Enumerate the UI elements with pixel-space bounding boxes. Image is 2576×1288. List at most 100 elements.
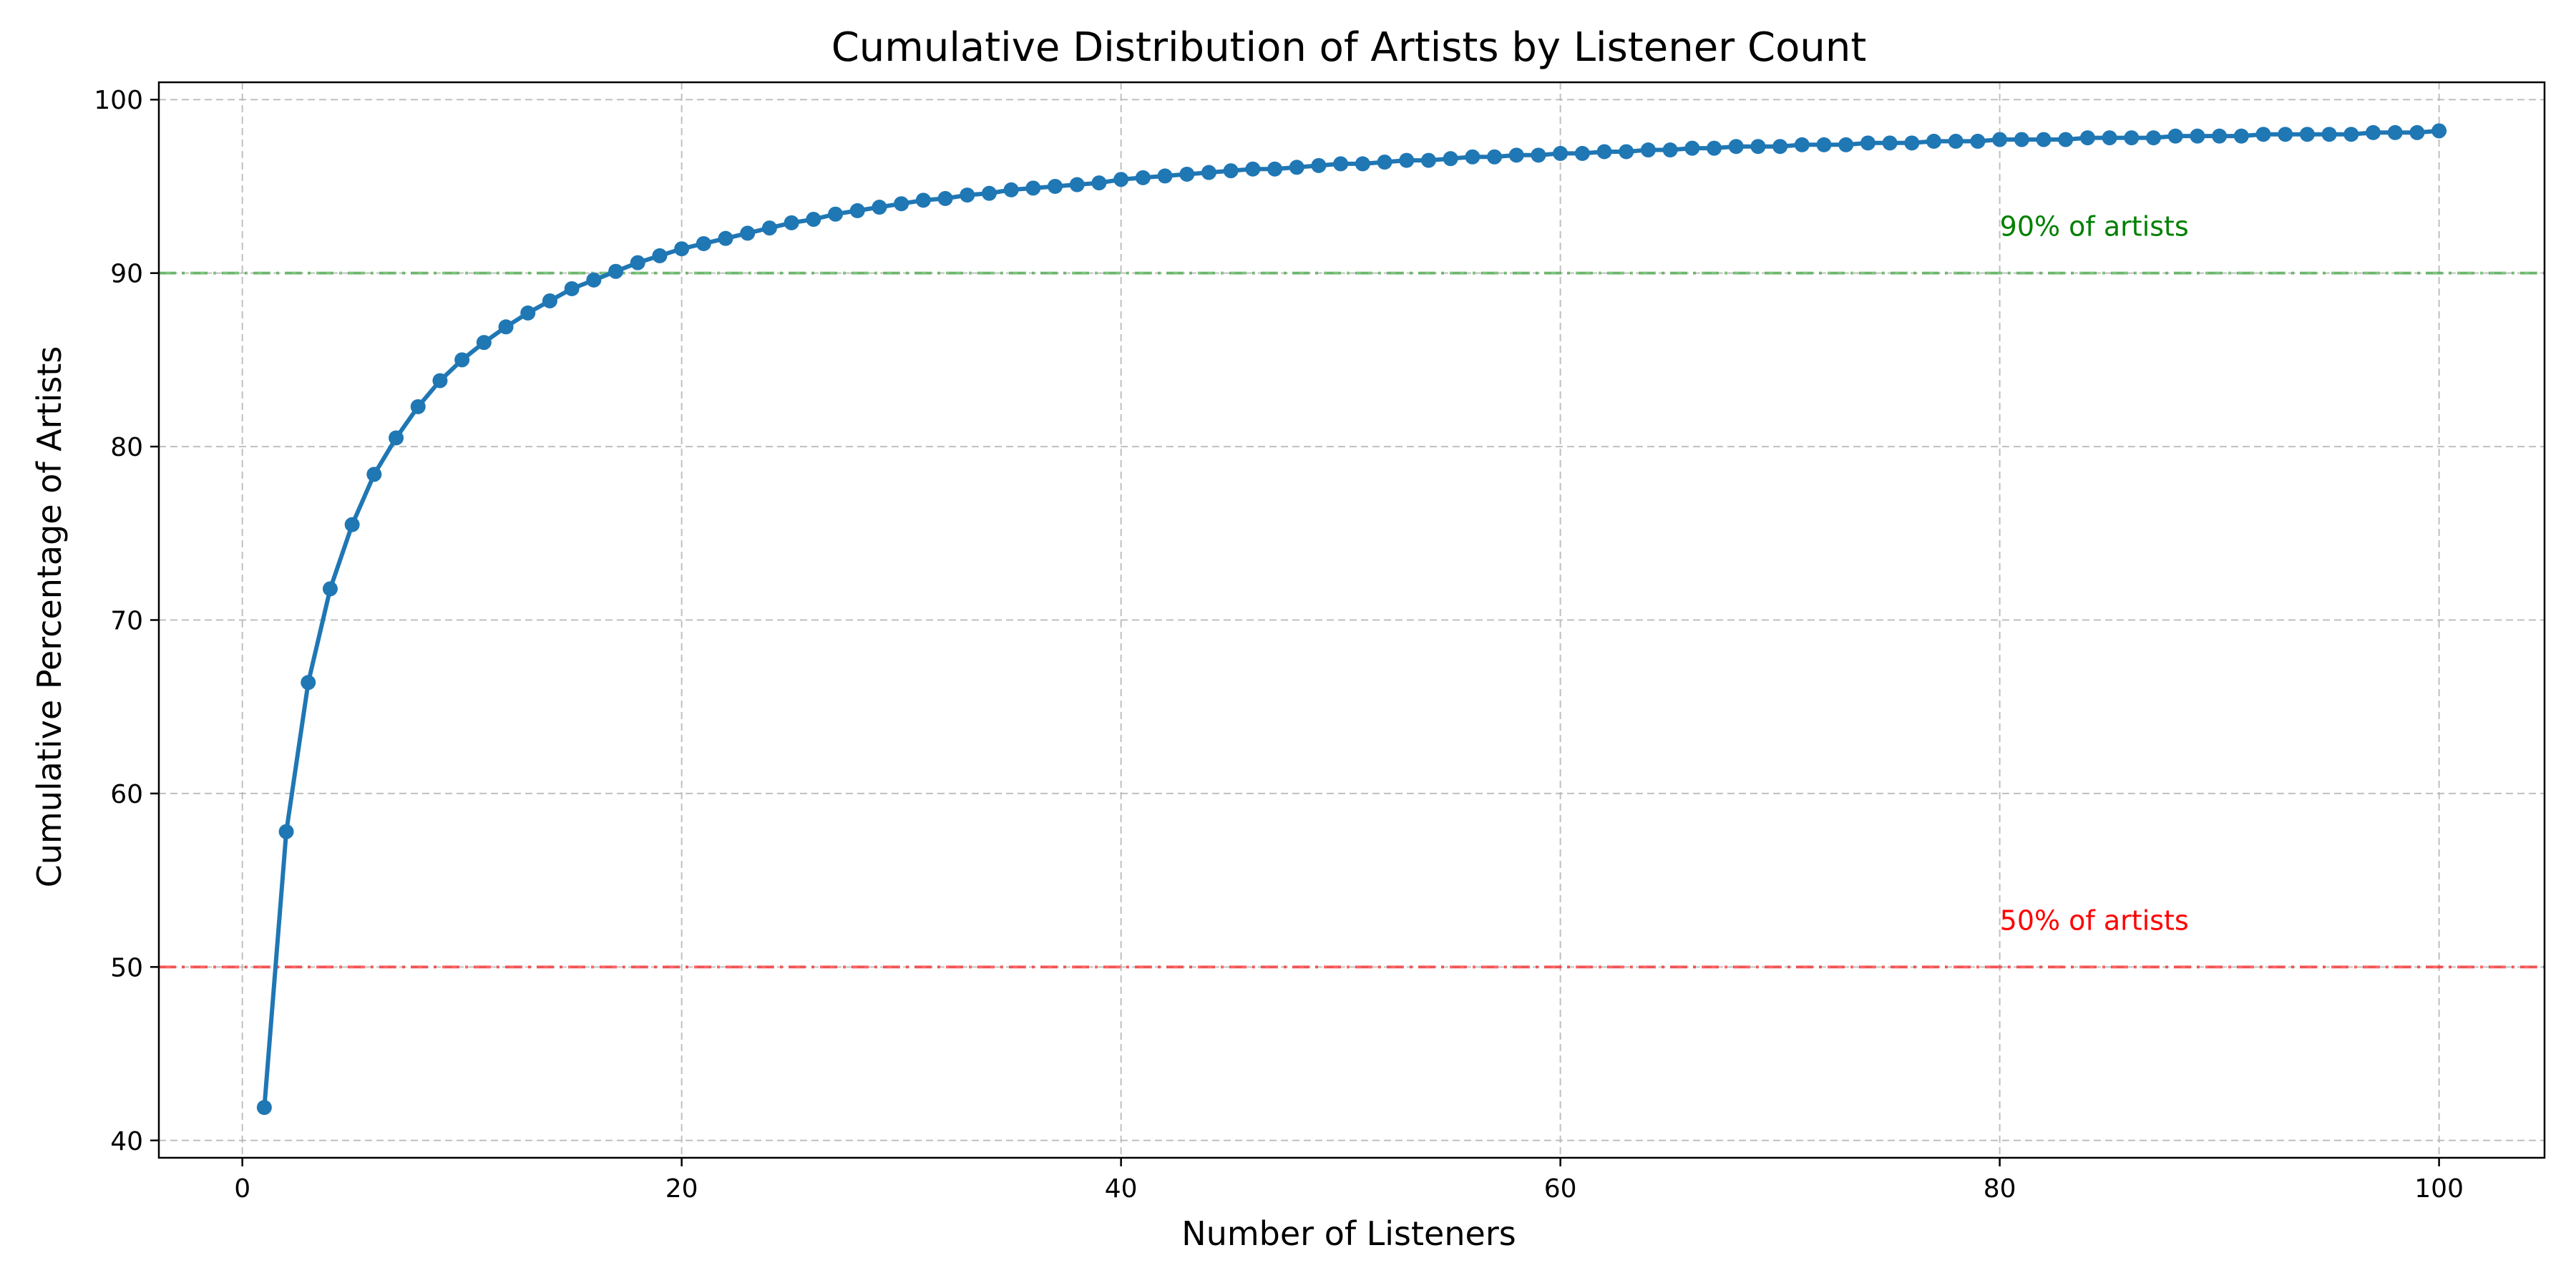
- data-point: [1794, 137, 1810, 152]
- data-point: [1135, 170, 1151, 185]
- data-point: [1069, 177, 1085, 192]
- data-point: [1838, 137, 1854, 152]
- data-point: [740, 225, 756, 241]
- data-point: [1333, 156, 1349, 172]
- y-axis-label: Cumulative Percentage of Artists: [30, 346, 69, 888]
- data-point: [761, 220, 777, 236]
- data-point: [1662, 142, 1678, 158]
- data-point: [410, 399, 426, 414]
- data-point: [1025, 180, 1041, 196]
- data-point: [1948, 133, 1963, 149]
- data-point: [981, 185, 997, 201]
- data-point: [1553, 145, 1568, 161]
- data-point: [2255, 127, 2271, 142]
- data-point: [2036, 132, 2051, 147]
- y-tick-label: 90: [110, 260, 143, 289]
- data-point: [2343, 127, 2359, 142]
- data-point: [696, 235, 711, 251]
- data-point: [2212, 128, 2228, 144]
- data-point: [1245, 161, 1261, 177]
- x-tick-label: 80: [1984, 1174, 2016, 1204]
- data-point: [1311, 157, 1327, 173]
- y-tick-label: 80: [110, 433, 143, 462]
- data-point: [915, 192, 931, 208]
- data-point: [454, 352, 470, 368]
- data-point: [2190, 128, 2205, 144]
- data-point: [2124, 130, 2140, 146]
- data-point: [2278, 127, 2293, 142]
- data-point: [1970, 133, 1986, 149]
- y-tick-label: 60: [110, 780, 143, 809]
- data-point: [1443, 151, 1458, 167]
- data-point: [1487, 149, 1503, 165]
- data-point: [674, 241, 690, 257]
- data-point: [1399, 152, 1415, 168]
- data-point: [1267, 161, 1283, 177]
- data-point: [1574, 145, 1590, 161]
- x-tick-label: 100: [2414, 1174, 2464, 1204]
- data-point: [432, 373, 448, 389]
- data-point: [1596, 144, 1612, 160]
- data-point: [2058, 132, 2074, 147]
- data-point: [2366, 125, 2381, 140]
- data-point: [1750, 139, 1766, 155]
- data-point: [828, 206, 844, 222]
- gridlines: [159, 82, 2545, 1158]
- data-point: [894, 196, 909, 212]
- reference-line-label: 90% of artists: [2000, 211, 2189, 243]
- data-point: [1640, 142, 1656, 158]
- data-point: [849, 203, 865, 218]
- data-point: [1508, 147, 1524, 163]
- series-line: [262, 128, 2439, 1108]
- data-point: [2299, 127, 2315, 142]
- data-point: [366, 467, 382, 482]
- data-point: [2079, 130, 2095, 146]
- data-point: [1992, 132, 2008, 147]
- data-point: [1377, 155, 1392, 170]
- data-point: [1201, 165, 1216, 180]
- data-point: [2387, 125, 2403, 140]
- data-point: [256, 1100, 272, 1116]
- x-tick-label: 20: [665, 1174, 698, 1204]
- data-point: [872, 200, 887, 215]
- data-point: [1904, 135, 1920, 151]
- data-point: [652, 248, 668, 263]
- data-point: [1772, 139, 1788, 155]
- data-series: [256, 123, 2447, 1116]
- reference-line-label: 50% of artists: [2000, 904, 2189, 936]
- data-point: [2431, 123, 2447, 139]
- data-point: [1816, 137, 1832, 152]
- data-point: [630, 255, 645, 270]
- y-axis-ticks: 40 50 60 70 80 90 100: [94, 86, 159, 1156]
- data-point: [2321, 127, 2337, 142]
- x-axis-label: Number of Listeners: [1181, 1214, 1516, 1253]
- data-point: [1003, 182, 1019, 197]
- data-point: [2409, 125, 2425, 140]
- data-point: [520, 305, 536, 321]
- data-point: [301, 675, 316, 691]
- data-point: [1113, 172, 1129, 187]
- data-point: [784, 215, 799, 230]
- data-point: [344, 517, 360, 532]
- data-point: [1465, 149, 1480, 165]
- data-point: [564, 280, 580, 296]
- data-point: [476, 335, 492, 351]
- data-point: [1179, 166, 1195, 182]
- data-point: [322, 581, 338, 597]
- y-tick-label: 70: [110, 607, 143, 636]
- data-point: [278, 824, 294, 839]
- data-point: [2167, 128, 2183, 144]
- data-point: [1355, 156, 1370, 172]
- y-tick-label: 100: [94, 86, 143, 115]
- data-point: [389, 430, 404, 446]
- data-point: [542, 293, 557, 308]
- x-tick-label: 60: [1544, 1174, 1577, 1204]
- data-point: [1860, 135, 1875, 151]
- data-point: [1157, 168, 1173, 184]
- data-point: [1728, 139, 1744, 155]
- data-point: [2014, 132, 2029, 147]
- x-axis-ticks: 0 20 40 60 80 100: [234, 1158, 2464, 1204]
- data-point: [1048, 178, 1063, 194]
